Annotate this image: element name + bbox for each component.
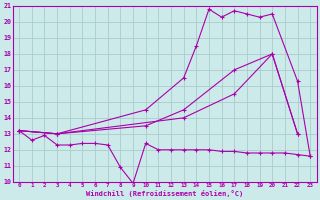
X-axis label: Windchill (Refroidissement éolien,°C): Windchill (Refroidissement éolien,°C): [86, 190, 243, 197]
